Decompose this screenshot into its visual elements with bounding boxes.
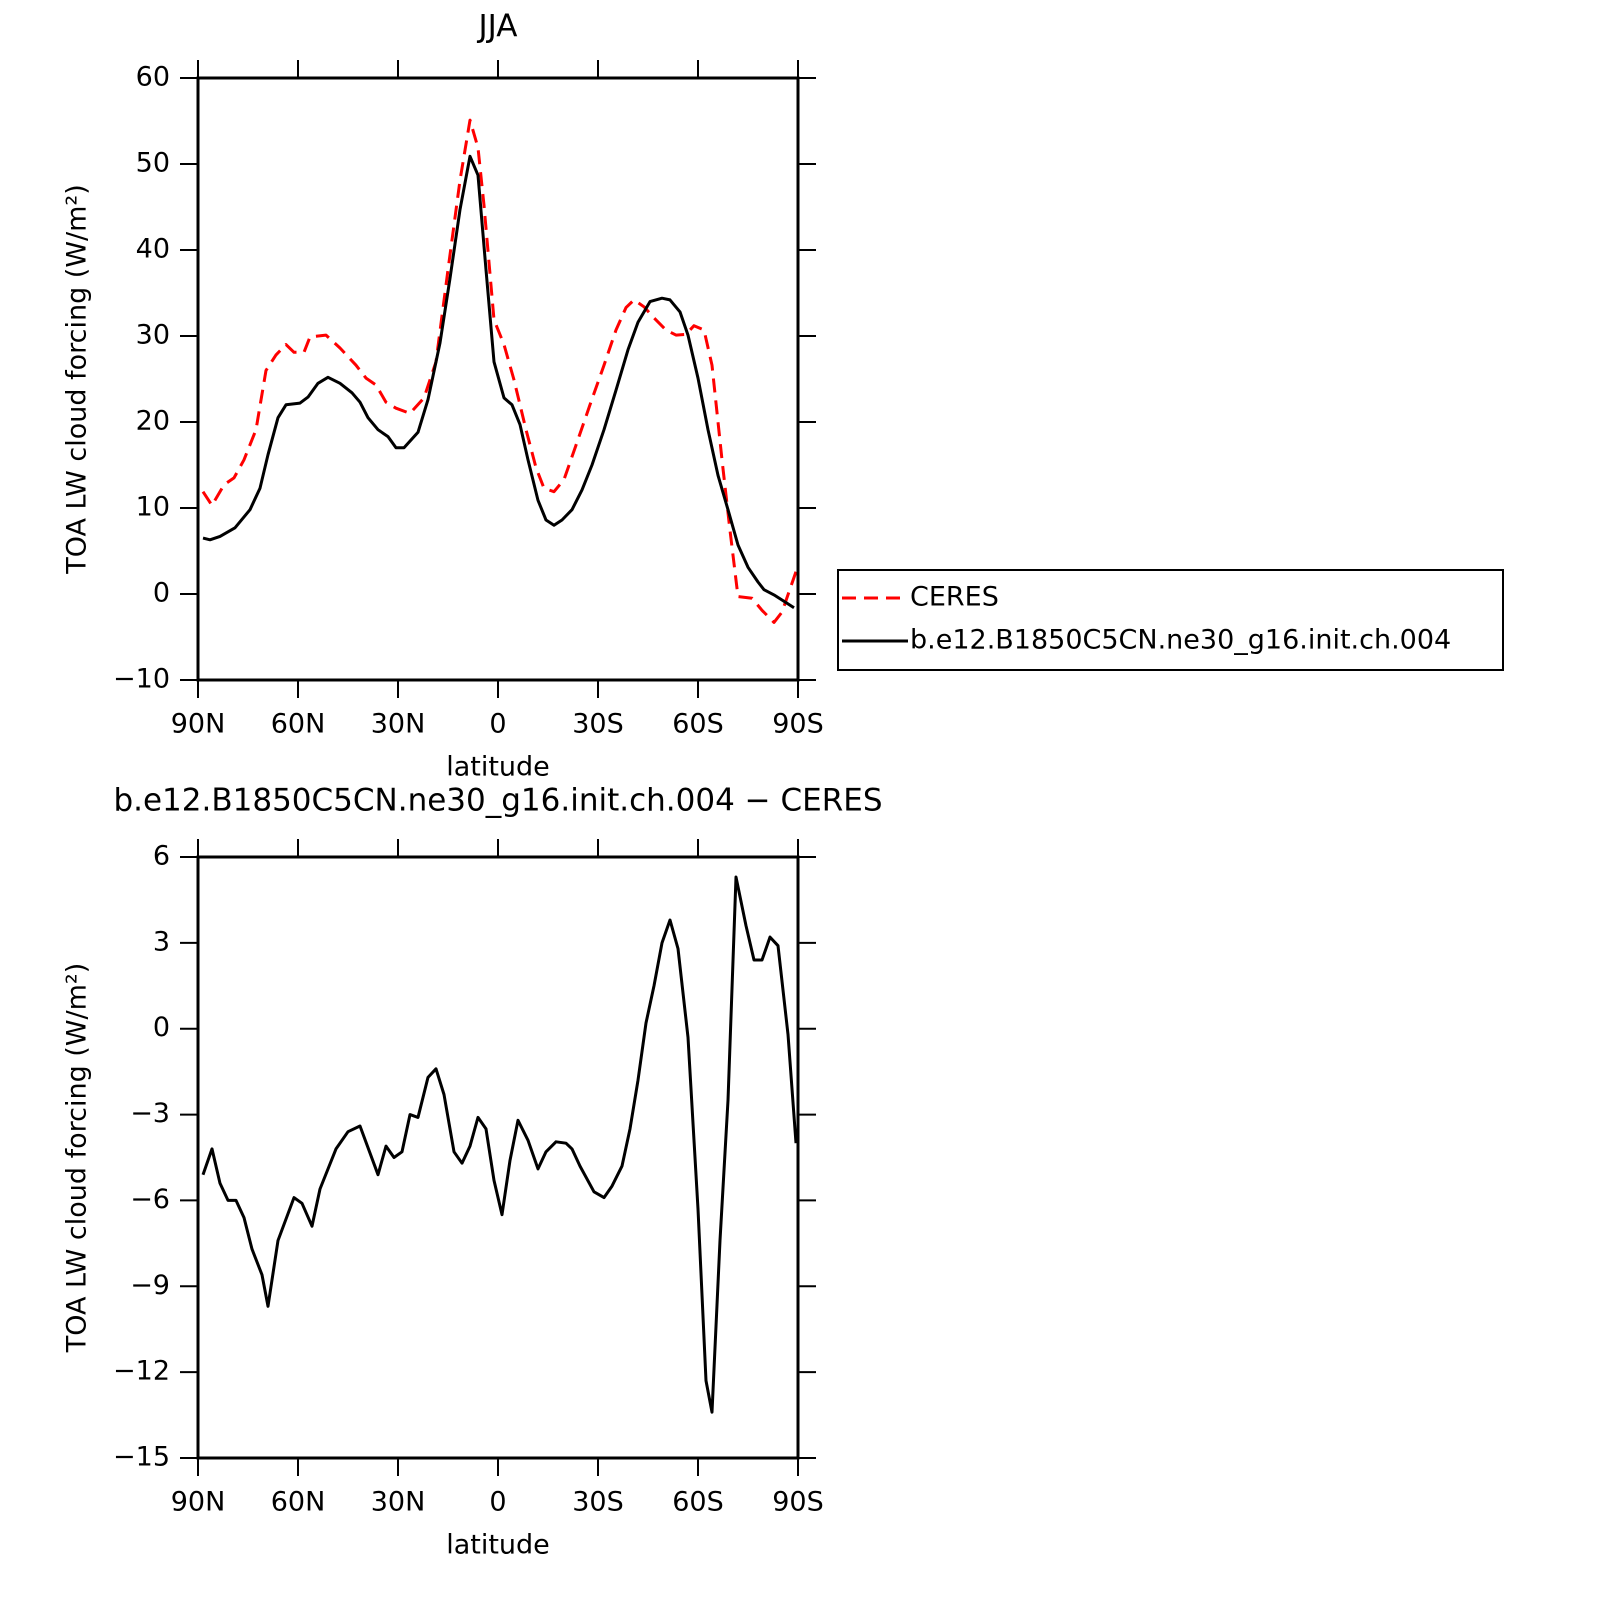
x-tick-label: 30S	[572, 1487, 624, 1518]
y-tick-label: −3	[130, 1098, 170, 1129]
x-axis-label: latitude	[446, 1530, 550, 1561]
y-tick-label: 30	[136, 320, 170, 351]
x-tick-label: 60N	[271, 709, 326, 740]
legend-label: CERES	[910, 582, 999, 613]
x-tick-label: 30N	[371, 1487, 426, 1518]
x-tick-label: 90S	[772, 1487, 824, 1518]
y-tick-label: 3	[153, 926, 170, 957]
data-line	[201, 875, 798, 1414]
data-line	[202, 154, 795, 610]
y-tick-label: 0	[153, 1012, 170, 1043]
x-tick-label: 90N	[171, 1487, 226, 1518]
x-tick-label: 60S	[672, 1487, 724, 1518]
x-tick-label: 0	[489, 709, 506, 740]
x-tick-label: 90S	[772, 709, 824, 740]
y-tick-label: −9	[130, 1270, 170, 1301]
data-line	[201, 118, 798, 624]
y-tick-label: 20	[136, 406, 170, 437]
x-tick-label: 60S	[672, 709, 724, 740]
y-axis-label: TOA LW cloud forcing (W/m²)	[62, 184, 93, 575]
y-tick-label: −10	[113, 664, 170, 695]
x-tick-label: 60N	[271, 1487, 326, 1518]
y-tick-label: 10	[136, 492, 170, 523]
chart-title: b.e12.B1850C5CN.ne30_g16.init.ch.004 − C…	[113, 783, 882, 819]
plot-frame	[196, 76, 800, 682]
x-axis-label: latitude	[446, 752, 550, 783]
y-tick-label: 40	[136, 234, 170, 265]
y-tick-label: −6	[130, 1184, 170, 1215]
y-tick-label: 60	[136, 62, 170, 93]
y-tick-label: 6	[153, 841, 170, 872]
y-tick-label: −15	[113, 1442, 170, 1473]
x-tick-label: 90N	[171, 709, 226, 740]
y-axis-label: TOA LW cloud forcing (W/m²)	[62, 963, 93, 1354]
x-tick-label: 0	[489, 1487, 506, 1518]
legend-label: b.e12.B1850C5CN.ne30_g16.init.ch.004	[910, 625, 1451, 656]
y-tick-label: 0	[153, 578, 170, 609]
plot-frame	[196, 855, 800, 1460]
chart-title: JJA	[477, 9, 518, 45]
y-tick-label: −12	[113, 1356, 170, 1387]
legend-box	[837, 569, 1504, 671]
x-tick-label: 30S	[572, 709, 624, 740]
x-tick-label: 30N	[371, 709, 426, 740]
y-tick-label: 50	[136, 148, 170, 179]
